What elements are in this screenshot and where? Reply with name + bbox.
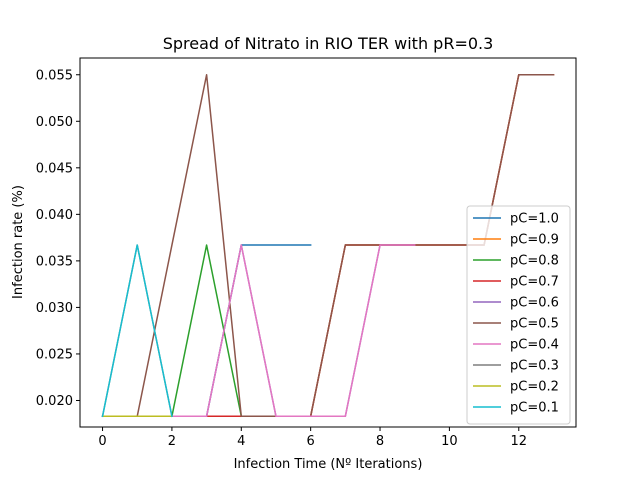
series-line-6 bbox=[101, 244, 416, 418]
x-tick-label: 8 bbox=[376, 434, 384, 449]
legend-label: pC=0.9 bbox=[510, 233, 559, 248]
legend-label: pC=0.5 bbox=[510, 317, 559, 332]
series-line-0 bbox=[101, 244, 312, 418]
series-line-2 bbox=[101, 244, 243, 418]
y-tick-label: 0.020 bbox=[36, 394, 73, 409]
legend-label: pC=0.1 bbox=[510, 401, 559, 416]
chart-title: Spread of Nitrato in RIO TER with pR=0.3 bbox=[163, 34, 494, 53]
x-tick-label: 2 bbox=[168, 434, 176, 449]
axis-ticks: 0 2 4 6 8 10 12 0.020 0.025 0.030 0.035 0.040 0.045 0… bbox=[36, 68, 527, 449]
y-tick-label: 0.025 bbox=[36, 347, 73, 362]
x-tick-label: 6 bbox=[307, 434, 315, 449]
legend-label: pC=0.8 bbox=[510, 254, 559, 269]
y-tick-label: 0.045 bbox=[36, 161, 73, 176]
y-tick-label: 0.055 bbox=[36, 68, 73, 83]
legend-label: pC=0.7 bbox=[510, 275, 559, 290]
x-tick-label: 4 bbox=[237, 434, 245, 449]
x-tick-label: 10 bbox=[441, 434, 458, 449]
y-tick-label: 0.035 bbox=[36, 254, 73, 269]
plot-area-frame bbox=[79, 57, 577, 428]
x-tick-label: 12 bbox=[510, 434, 527, 449]
y-tick-label: 0.030 bbox=[36, 301, 73, 316]
series-line-7 bbox=[101, 244, 173, 418]
y-tick-label: 0.050 bbox=[36, 115, 73, 130]
x-axis-title: Infection Time (Nº Iterations) bbox=[234, 457, 423, 472]
y-tick-label: 0.040 bbox=[36, 208, 73, 223]
series-line-9 bbox=[101, 244, 173, 418]
legend-label: pC=0.2 bbox=[510, 380, 559, 395]
x-tick-label: 0 bbox=[98, 434, 106, 449]
legend-label: pC=0.3 bbox=[510, 359, 559, 374]
legend-label: pC=1.0 bbox=[510, 212, 559, 227]
legend-label: pC=0.4 bbox=[510, 338, 559, 353]
legend-label: pC=0.6 bbox=[510, 296, 559, 311]
legend: pC=1.0 pC=0.9 pC=0.8 pC=0.7 pC=0.6 pC=0.5 pC=0… bbox=[466, 205, 571, 425]
y-axis-title: Infection rate (%) bbox=[11, 185, 26, 299]
